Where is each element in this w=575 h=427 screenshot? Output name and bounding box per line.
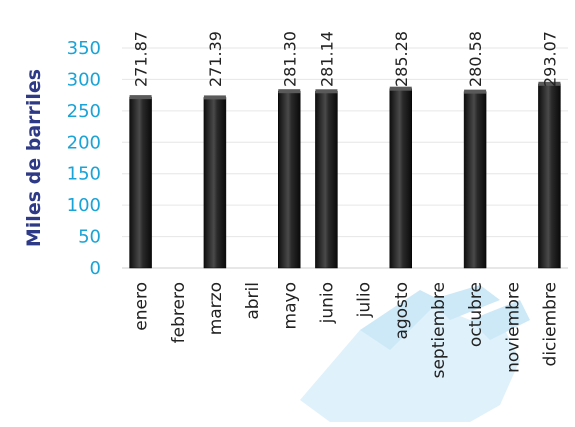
bars [129, 81, 561, 269]
bar [129, 96, 152, 269]
bar-cap [315, 89, 338, 94]
x-tick-label: abril [243, 282, 263, 320]
bar-cap [389, 86, 412, 91]
bar-cap [203, 95, 226, 100]
bar-cap [129, 95, 152, 100]
data-label: 271.39 [206, 31, 225, 87]
x-tick-label: diciembre [540, 282, 560, 366]
x-tick-label: febrero [169, 282, 189, 343]
y-tick-label: 50 [78, 227, 101, 248]
x-axis-category-labels: enero febrero marzo abril mayo junio julio agos… [132, 282, 561, 378]
watermark-graphic [300, 285, 530, 422]
bar-cap [538, 81, 561, 86]
y-tick-label: 200 [67, 132, 101, 153]
bar [203, 97, 227, 269]
bar [538, 83, 561, 269]
bar [463, 91, 487, 269]
x-tick-label: septiembre [429, 282, 449, 378]
y-tick-label: 0 [90, 258, 101, 279]
x-tick-label: marzo [206, 282, 226, 335]
data-label: 293.07 [540, 31, 559, 87]
x-tick-label: agosto [392, 282, 412, 340]
bar [389, 88, 412, 269]
x-tick-label: enero [132, 282, 152, 331]
bar [278, 90, 301, 269]
y-tick-label: 350 [67, 38, 101, 59]
bar [315, 91, 338, 269]
y-tick-label: 150 [67, 164, 101, 185]
x-tick-label: junio [317, 282, 337, 324]
bar-cap [278, 89, 301, 94]
data-label: 281.30 [280, 31, 299, 87]
y-axis-title: Miles de barriles [23, 69, 45, 247]
y-tick-label: 250 [67, 101, 101, 122]
data-label: 271.87 [132, 31, 151, 87]
x-tick-label: julio [355, 282, 375, 318]
y-axis-tick-labels: 0 50 100 150 200 250 300 350 [67, 38, 101, 279]
gridlines [122, 47, 568, 238]
x-tick-label: octubre [466, 282, 486, 347]
data-label: 281.14 [317, 31, 336, 87]
bar-cap [464, 89, 487, 94]
y-tick-label: 300 [67, 69, 101, 90]
x-tick-label: mayo [280, 282, 300, 329]
x-tick-label: noviembre [503, 282, 523, 373]
data-label: 280.58 [466, 31, 485, 87]
data-labels: 271.87 271.39 281.30 281.14 285.28 280.58 293.… [132, 31, 560, 87]
y-tick-label: 100 [67, 195, 101, 216]
data-label: 285.28 [392, 31, 411, 87]
